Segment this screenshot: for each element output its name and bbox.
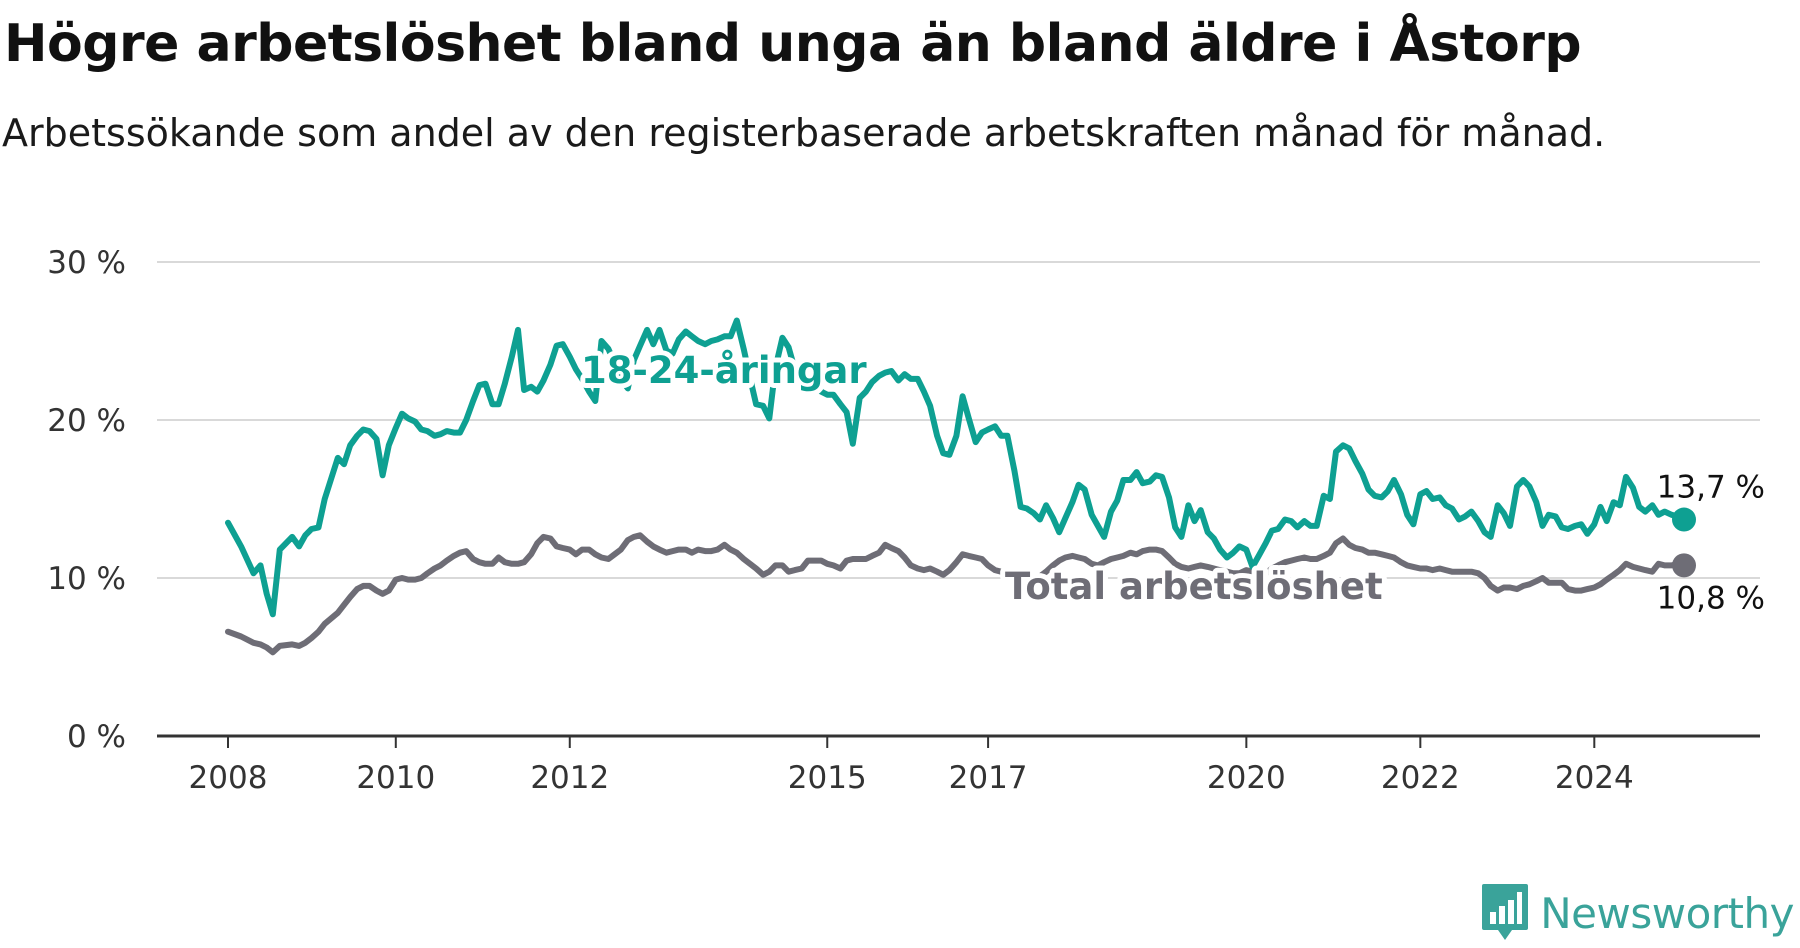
- y-tick-label: 0 %: [67, 719, 126, 755]
- newsworthy-wordmark: Newsworthy: [1540, 888, 1794, 938]
- chart-labels: 18-24-åringar Total arbetslöshet 13,7 % 10,…: [576, 344, 1769, 620]
- total-end-value-label: 10,8 %: [1657, 580, 1765, 616]
- x-tick-label: 2020: [1207, 760, 1286, 796]
- chart-subtitle: Arbetssökande som andel av den registerb…: [2, 111, 1606, 155]
- x-tick-label: 2010: [356, 760, 435, 796]
- total-series-label: Total arbetslöshet: [1005, 565, 1383, 608]
- newsworthy-logo-icon: [1482, 884, 1529, 940]
- x-tick-label: 2022: [1381, 760, 1460, 796]
- axes: 0 % 10 % 20 % 30 % 2008 2010 2012 2015 2017 2020 2…: [47, 245, 1760, 796]
- series-lines: [225, 317, 1696, 656]
- x-tick-label: 2008: [189, 760, 268, 796]
- y-tick-label: 20 %: [47, 403, 126, 439]
- youth-end-point: [1672, 507, 1696, 532]
- x-tick-label: 2017: [949, 760, 1028, 796]
- total-series-line: [225, 532, 1687, 656]
- newsworthy-brand: Newsworthy: [1480, 878, 1794, 948]
- line-chart: 0 % 10 % 20 % 30 % 2008 2010 2012 2015 2017 2020 2…: [47, 245, 1769, 796]
- y-tick-label: 30 %: [47, 245, 126, 281]
- x-tick-label: 2024: [1555, 760, 1634, 796]
- youth-series-label: 18-24-åringar: [581, 349, 867, 392]
- x-tick-label: 2012: [530, 760, 609, 796]
- chart-title: Högre arbetslöshet bland unga än bland ä…: [4, 14, 1582, 74]
- y-tick-label: 10 %: [47, 561, 126, 597]
- youth-end-value-label: 13,7 %: [1657, 470, 1765, 506]
- youth-series-line: [225, 317, 1687, 618]
- total-end-point: [1672, 553, 1696, 578]
- x-tick-label: 2015: [788, 760, 867, 796]
